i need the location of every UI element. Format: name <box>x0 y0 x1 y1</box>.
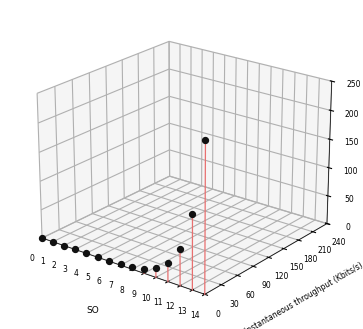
X-axis label: SO: SO <box>86 306 99 315</box>
Y-axis label: Instantaneous throughput (Kbits/s): Instantaneous throughput (Kbits/s) <box>243 261 363 329</box>
